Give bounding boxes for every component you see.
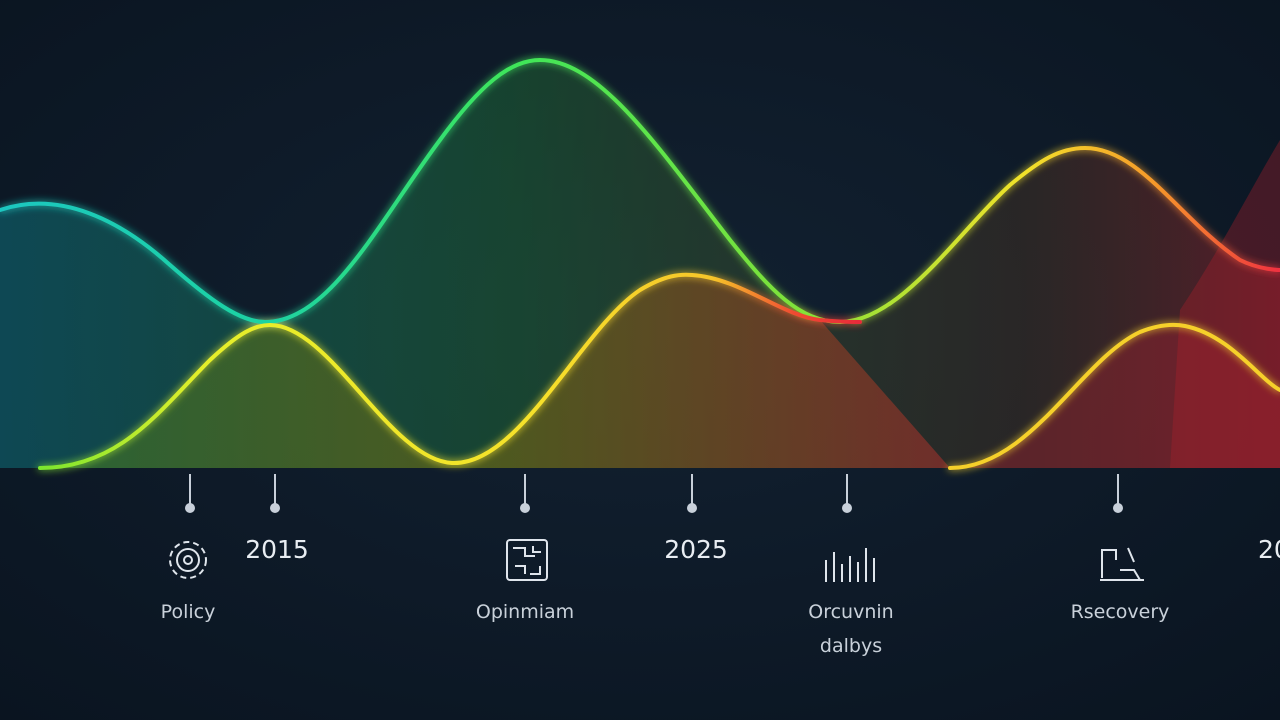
lower-curve (38, 272, 862, 470)
marker-label: Rsecovery (1071, 601, 1170, 623)
marker (1113, 474, 1123, 513)
lower-curve (948, 322, 1280, 470)
chart-icon (825, 548, 875, 582)
upper-curve (0, 57, 1280, 325)
marker (687, 474, 697, 513)
marker-label: Orcuvnin (808, 601, 893, 623)
marker-label: Opinmiam (476, 601, 574, 623)
marker (270, 474, 280, 513)
year-label: 2015 (245, 535, 309, 564)
marker (520, 474, 530, 513)
recovery-icon (1100, 547, 1144, 581)
marker-label: Policy (161, 601, 216, 623)
marker-sublabel: dalbys (820, 635, 882, 657)
lower-area (40, 274, 950, 468)
marker (842, 474, 852, 513)
circuit-icon (506, 539, 548, 581)
red-haze (1170, 140, 1280, 468)
year-label: 20 (1258, 535, 1280, 564)
year-label: 2025 (664, 535, 728, 564)
gear-icon (169, 541, 207, 579)
marker (185, 474, 195, 513)
